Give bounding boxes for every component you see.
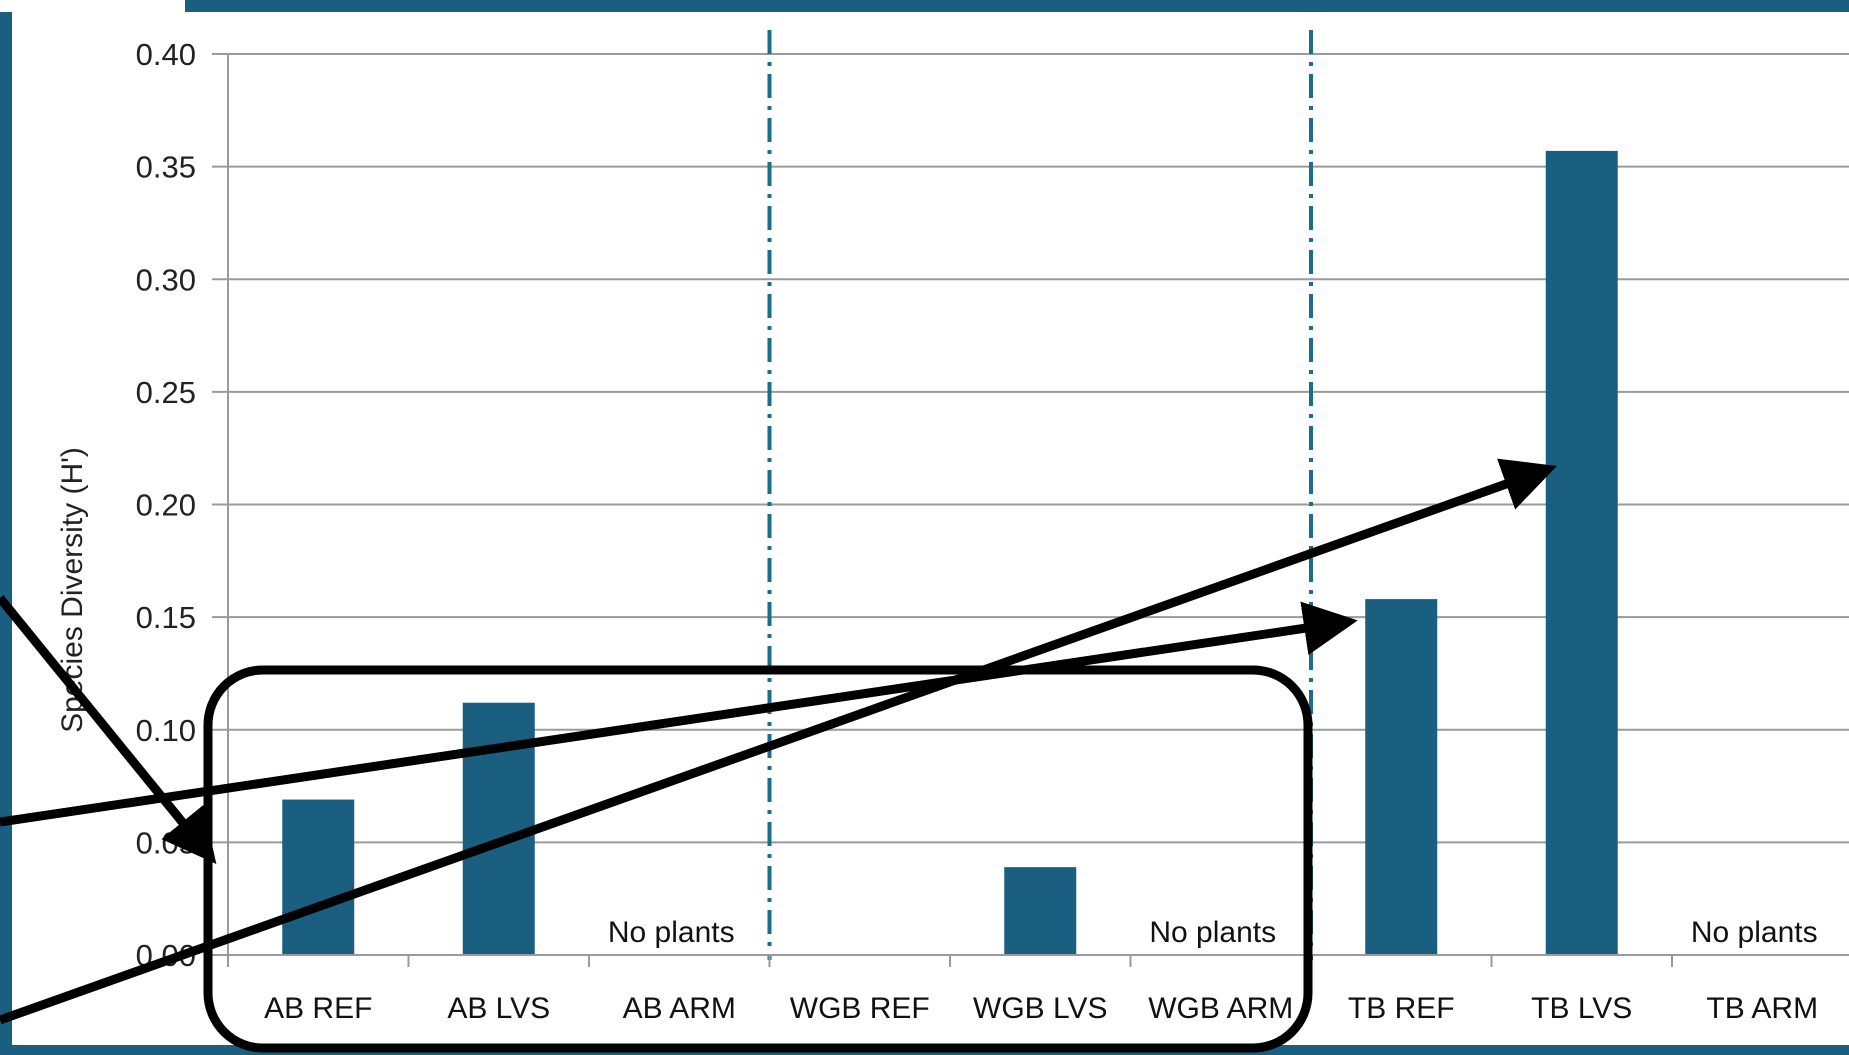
x-tick-label: AB REF (264, 992, 372, 1025)
x-tick-label: TB ARM (1706, 992, 1818, 1025)
x-axis-labels: AB REF AB LVS AB ARM WGB REF WGB LVS WGB ARM T… (264, 992, 1818, 1025)
y-tick-label: 0.25 (136, 375, 196, 410)
y-axis-ticks: 0.000.050.100.150.200.250.300.350.40 (136, 37, 196, 973)
frame-notch (0, 0, 185, 12)
bar-tb-ref (1365, 599, 1438, 955)
y-tick-label: 0.10 (136, 713, 196, 748)
bar-tb-lvs (1545, 150, 1618, 956)
arrow-to-tb-lvs (0, 458, 1557, 1025)
annotations: No plants No plants No plants (608, 916, 1818, 949)
no-plants-label: No plants (1149, 916, 1276, 949)
bar-wgb-lvs (1004, 867, 1077, 955)
y-tick-label: 0.30 (136, 262, 196, 297)
x-tick-label: AB ARM (623, 992, 736, 1025)
x-tick-label: WGB REF (790, 992, 930, 1025)
arrow-to-ab-ref (0, 595, 217, 864)
overlay-annotations (0, 458, 1557, 1053)
no-plants-label: No plants (1691, 916, 1818, 949)
no-plants-label: No plants (608, 916, 735, 949)
y-tick-label: 0.35 (136, 150, 196, 185)
y-tick-label: 0.15 (136, 600, 196, 635)
x-tick-label: WGB ARM (1148, 992, 1293, 1025)
bar-ab-ref (282, 799, 355, 955)
y-tick-label: 0.20 (136, 488, 196, 523)
x-tick-label: AB LVS (447, 992, 550, 1025)
arrow-to-tb-ref (0, 601, 1358, 827)
y-tick-label: 0.40 (136, 37, 196, 72)
x-tick-label: WGB LVS (973, 992, 1107, 1025)
group-dividers (767, 30, 1313, 960)
x-tick-label: TB LVS (1531, 992, 1632, 1025)
x-tick-label: TB REF (1348, 992, 1455, 1025)
